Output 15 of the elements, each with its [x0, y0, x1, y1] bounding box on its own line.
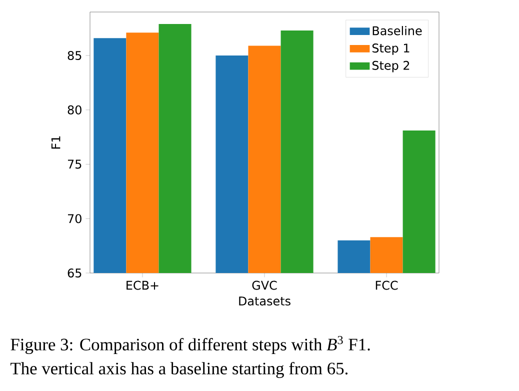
y-tick-label: 80: [68, 105, 82, 114]
x-axis-title: Datasets: [239, 296, 290, 306]
x-tick-label: ECB+: [126, 280, 158, 290]
y-tick-label: 75: [68, 160, 82, 169]
y-tick-label: 65: [68, 268, 82, 278]
legend-label: Step 1: [372, 44, 410, 55]
x-tick-label: FCC: [376, 280, 398, 290]
text: The vertical axis has a baseline starting from 65.: [10, 362, 348, 378]
caption: Figure 3: Comparison of different steps with B$^{3}$ F1.: [10, 336, 370, 354]
y-tick-label: 70: [68, 214, 82, 224]
legend-label: Baseline: [372, 26, 422, 36]
y-tick-label: 85: [68, 50, 82, 60]
y-axis-title: F1: [51, 136, 60, 149]
legend-label: Step 2: [372, 60, 410, 72]
x-tick-label: GVC: [252, 280, 277, 290]
